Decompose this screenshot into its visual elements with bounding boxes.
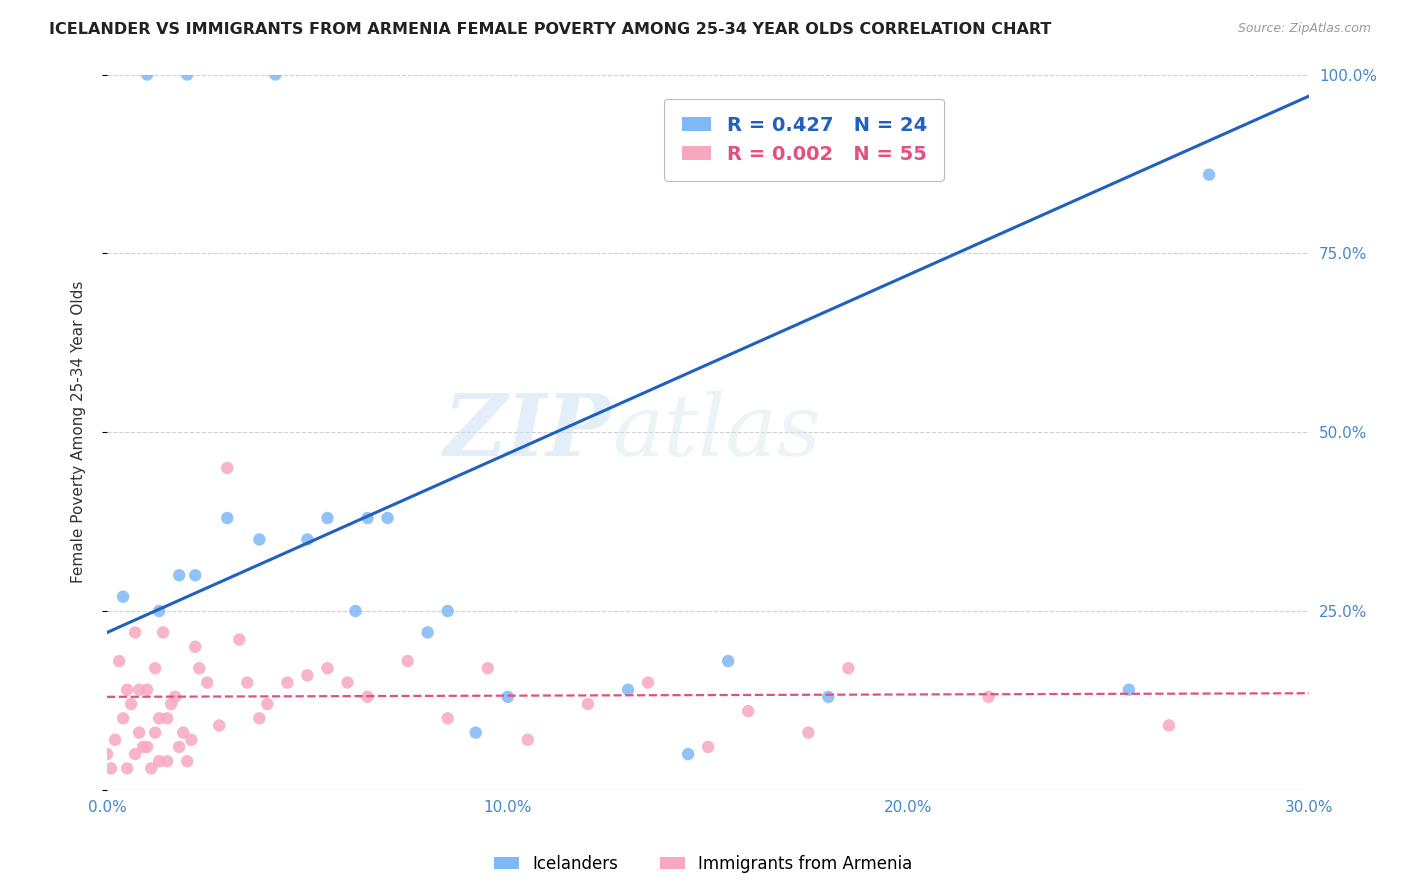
- Point: [316, 511, 339, 525]
- Point: [100, 761, 122, 775]
- Point: [247, 533, 270, 547]
- Point: [217, 461, 239, 475]
- Point: [264, 68, 287, 82]
- Point: [108, 654, 131, 668]
- Point: [297, 533, 319, 547]
- Point: [104, 732, 127, 747]
- Point: [977, 690, 1000, 704]
- Point: [356, 690, 378, 704]
- Text: ZIP: ZIP: [444, 391, 612, 474]
- Point: [160, 697, 183, 711]
- Point: [316, 661, 339, 675]
- Point: [128, 725, 150, 739]
- Point: [167, 739, 190, 754]
- Text: ICELANDER VS IMMIGRANTS FROM ARMENIA FEMALE POVERTY AMONG 25-34 YEAR OLDS CORREL: ICELANDER VS IMMIGRANTS FROM ARMENIA FEM…: [49, 22, 1052, 37]
- Point: [195, 675, 218, 690]
- Point: [141, 761, 163, 775]
- Point: [1157, 718, 1180, 732]
- Point: [167, 568, 190, 582]
- Point: [236, 675, 259, 690]
- Point: [136, 68, 159, 82]
- Point: [1198, 168, 1220, 182]
- Point: [172, 725, 194, 739]
- Point: [837, 661, 859, 675]
- Point: [156, 711, 179, 725]
- Legend: R = 0.427   N = 24, R = 0.002   N = 55: R = 0.427 N = 24, R = 0.002 N = 55: [664, 98, 945, 181]
- Point: [356, 511, 378, 525]
- Point: [496, 690, 519, 704]
- Point: [112, 711, 135, 725]
- Point: [464, 725, 486, 739]
- Point: [817, 690, 839, 704]
- Point: [737, 704, 759, 718]
- Point: [396, 654, 419, 668]
- Point: [276, 675, 298, 690]
- Point: [477, 661, 499, 675]
- Point: [228, 632, 250, 647]
- Point: [96, 747, 118, 761]
- Point: [120, 697, 142, 711]
- Point: [180, 732, 202, 747]
- Point: [156, 754, 179, 768]
- Point: [112, 590, 135, 604]
- Text: atlas: atlas: [612, 391, 821, 474]
- Point: [344, 604, 367, 618]
- Point: [377, 511, 399, 525]
- Point: [128, 682, 150, 697]
- Point: [148, 754, 170, 768]
- Point: [165, 690, 187, 704]
- Point: [136, 739, 159, 754]
- Point: [124, 625, 146, 640]
- Point: [297, 668, 319, 682]
- Point: [676, 747, 699, 761]
- Point: [184, 568, 207, 582]
- Point: [436, 711, 458, 725]
- Point: [247, 711, 270, 725]
- Legend: Icelanders, Immigrants from Armenia: Icelanders, Immigrants from Armenia: [486, 848, 920, 880]
- Point: [256, 697, 278, 711]
- Point: [617, 682, 640, 697]
- Point: [148, 604, 170, 618]
- Point: [576, 697, 599, 711]
- Point: [797, 725, 820, 739]
- Point: [115, 761, 138, 775]
- Point: [124, 747, 146, 761]
- Point: [143, 725, 166, 739]
- Text: Source: ZipAtlas.com: Source: ZipAtlas.com: [1237, 22, 1371, 36]
- Point: [1118, 682, 1140, 697]
- Point: [115, 682, 138, 697]
- Point: [136, 682, 159, 697]
- Point: [148, 711, 170, 725]
- Point: [637, 675, 659, 690]
- Point: [143, 661, 166, 675]
- Point: [717, 654, 740, 668]
- Point: [416, 625, 439, 640]
- Point: [184, 640, 207, 654]
- Point: [436, 604, 458, 618]
- Point: [152, 625, 174, 640]
- Point: [188, 661, 211, 675]
- Point: [208, 718, 231, 732]
- Point: [217, 511, 239, 525]
- Y-axis label: Female Poverty Among 25-34 Year Olds: Female Poverty Among 25-34 Year Olds: [72, 281, 86, 583]
- Point: [132, 739, 155, 754]
- Point: [336, 675, 359, 690]
- Point: [176, 68, 198, 82]
- Point: [516, 732, 538, 747]
- Point: [176, 754, 198, 768]
- Point: [697, 739, 720, 754]
